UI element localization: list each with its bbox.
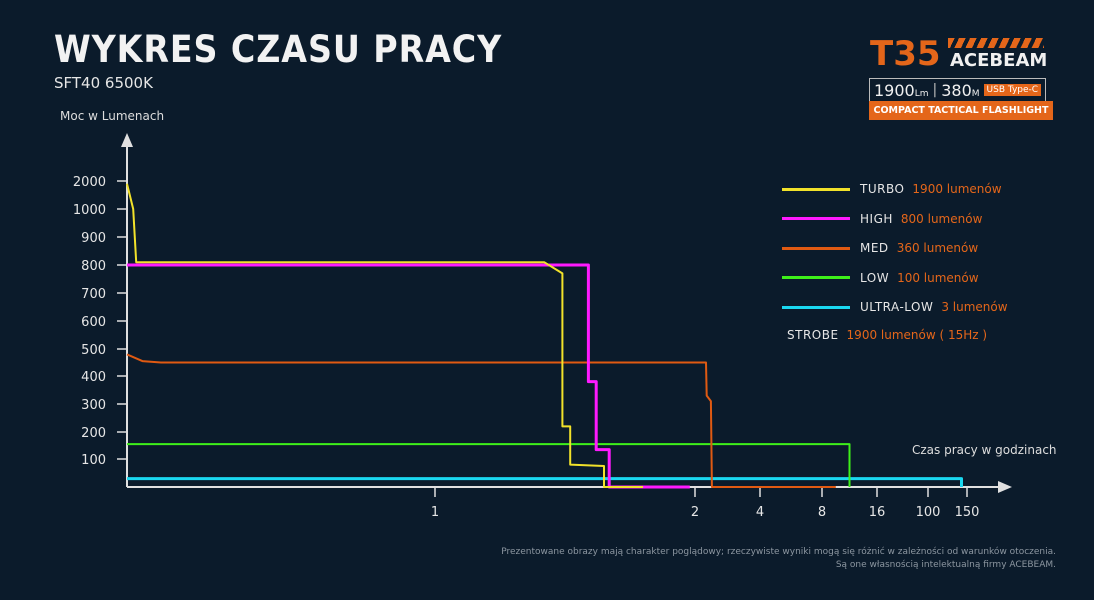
logo-model: T35: [870, 34, 941, 74]
series-line-high: [127, 263, 690, 489]
series-line-turbo: [126, 183, 643, 488]
legend-swatch: [782, 246, 850, 250]
logo-tagline: COMPACT TACTICAL FLASHLIGHT: [869, 101, 1053, 120]
legend-value-label: 100 lumenów: [897, 270, 979, 285]
x-tick-label: 100: [916, 505, 941, 520]
legend-value-label: 3 lumenów: [941, 300, 1008, 314]
y-tick-label: 700: [81, 287, 106, 302]
y-axis-label: Moc w Lumenach: [60, 109, 165, 123]
y-tick-label: 400: [81, 370, 106, 385]
y-tick-label: 100: [81, 453, 106, 468]
x-axis-arrow: [998, 481, 1012, 493]
legend-mode-label: STROBE: [787, 328, 839, 342]
logo-lumens-value: 1900: [874, 80, 915, 100]
legend-mode-label: MED: [860, 241, 889, 255]
logo-lumens-unit: Lm: [914, 88, 929, 99]
legend-value-label: 800 lumenów: [900, 211, 983, 226]
logo-specs: 1900Lm | 380M USB Type-C: [869, 78, 1047, 101]
logo-distance-unit: M: [971, 88, 980, 99]
y-tick-label: 2000: [73, 175, 106, 190]
x-axis-label: Czas pracy w godzinach: [912, 443, 1057, 457]
x-tick-label: 150: [955, 505, 980, 520]
legend-value-label: 1900 lumenów: [912, 182, 1002, 196]
y-tick-label: 200: [81, 426, 106, 441]
legend-swatch: [782, 276, 850, 279]
x-tick-label: 4: [756, 505, 764, 520]
y-axis-arrow: [121, 133, 133, 147]
page-subtitle: SFT40 6500K: [54, 74, 153, 92]
legend-item-strobe: STROBE 1900 lumenów ( 15Hz ): [787, 327, 987, 343]
x-tick-label: 1: [431, 505, 439, 520]
legend-swatch: [782, 217, 850, 220]
legend-swatch: [782, 187, 850, 191]
logo-brand: ACEBEAM: [950, 50, 1048, 71]
y-tick-label: 1000: [73, 203, 106, 218]
logo-usb-badge: USB Type-C: [983, 84, 1042, 96]
logo-distance-value: 380: [941, 80, 972, 100]
page-title: WYKRES CZASU PRACY: [54, 28, 503, 71]
legend-mode-label: ULTRA-LOW: [860, 300, 934, 314]
logo-divider: |: [932, 82, 938, 98]
product-logo: T35 ACEBEAM 1900Lm | 380M USB Type-C COM…: [866, 34, 1056, 124]
x-tick-label: 2: [691, 505, 699, 520]
legend-item-high: HIGH 800 lumenów: [782, 211, 982, 227]
legend-mode-label: TURBO: [860, 182, 905, 196]
x-tick-label: 8: [818, 505, 826, 520]
y-tick-label: 600: [81, 315, 106, 330]
logo-distance: 380M: [941, 81, 979, 100]
legend-value-label: 1900 lumenów ( 15Hz ): [846, 328, 988, 342]
disclaimer-line-2: Są one własnością intelektualną firmy AC…: [835, 560, 1056, 570]
y-tick-label: 300: [81, 398, 106, 413]
logo-lumens: 1900Lm: [874, 81, 929, 100]
logo-stripes: [948, 38, 1044, 48]
legend-value-label: 360 lumenów: [896, 241, 979, 255]
legend-item-med: MED 360 lumenów: [782, 240, 978, 256]
y-tick-label: 800: [81, 259, 106, 274]
y-tick-label: 900: [81, 231, 106, 246]
legend-mode-label: LOW: [860, 270, 890, 285]
x-tick-label: 16: [869, 505, 886, 520]
legend-item-turbo: TURBO 1900 lumenów: [782, 181, 1002, 197]
series-line-ultra-low: [127, 477, 963, 487]
legend-swatch: [782, 305, 850, 309]
legend-mode-label: HIGH: [860, 211, 893, 226]
y-tick-label: 500: [81, 343, 106, 358]
series-line-low: [127, 443, 851, 487]
legend-item-low: LOW 100 lumenów: [782, 270, 979, 286]
disclaimer-line-1: Prezentowane obrazy mają charakter poglą…: [501, 547, 1056, 557]
series-line-med: [126, 353, 836, 488]
legend-item-ultra-low: ULTRA-LOW 3 lumenów: [782, 299, 1008, 315]
